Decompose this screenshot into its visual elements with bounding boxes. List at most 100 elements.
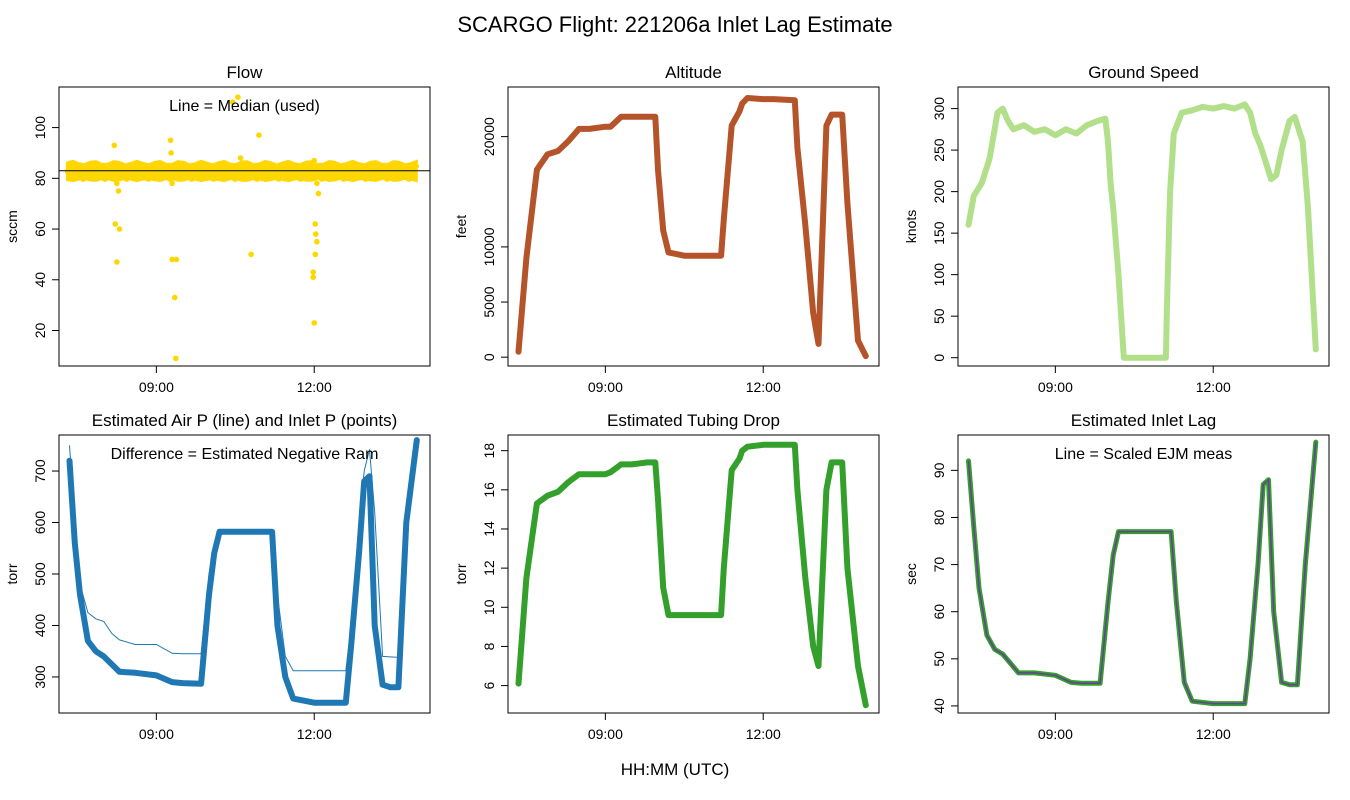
y-axis-label-flow: sccm [4,210,20,243]
inlet_lag-points [966,439,1319,707]
panel-annotation-flow: Line = Median (used) [169,98,320,115]
panel-title-flow: Flow [227,63,264,82]
flow-outlier-point [114,259,120,265]
x-tick-label: 12:00 [1196,379,1231,395]
y-tick-label: 40 [931,698,947,714]
panel-title-air_inlet_pressure: Estimated Air P (line) and Inlet P (poin… [92,411,398,430]
y-tick-label: 80 [931,509,947,525]
x-tick-label: 12:00 [746,726,781,742]
x-tick-label: 09:00 [139,726,174,742]
flow-outlier-point [169,256,175,263]
x-tick-label: 12:00 [1196,726,1231,742]
y-tick-label: 50 [931,651,947,667]
panel-title-ground_speed: Ground Speed [1088,63,1199,82]
x-axis-common-label: HH:MM (UTC) [620,760,730,779]
y-axis-label-air_inlet_pressure: torr [4,563,20,584]
y-tick-label: 20000 [481,117,497,156]
plot-area-inlet_lag [966,439,1319,707]
y-tick-label: 14 [481,521,497,537]
flow-outlier-point [171,294,178,301]
y-tick-label: 0 [481,353,497,361]
air-pressure-line [69,445,399,672]
x-tick-label: 12:00 [297,726,332,742]
y-tick-label: 10000 [481,227,497,266]
flow-outlier-point [311,157,318,164]
panel-altitude: Altitude 0 5000 10000 20000 feet 09:00 12:00 [453,63,880,395]
flow-outlier-point [256,132,262,138]
y-tick-label: 700 [32,459,48,483]
flow-point [259,170,264,176]
plot-area-flow [59,94,430,362]
flow-point [107,171,112,176]
panel-inlet_lag: Estimated Inlet Lag Line = Scaled EJM mea… [903,411,1330,742]
x-tick-label: 09:00 [588,726,623,742]
panel-flow: Flow Line = Median (used) 20 40 60 80 100 sccm 0… [4,63,431,395]
y-tick-label: 150 [931,221,947,245]
y-tick-label: 10 [481,599,497,615]
y-tick-label: 16 [481,482,497,498]
panel-tubing_drop: Estimated Tubing Drop 6 8 10 12 14 16 18 torr 09:… [453,411,880,742]
flow-outlier-point [312,221,319,227]
panel-frame-altitude [507,86,880,367]
flow-outlier-point [173,256,180,263]
panel-frame-tubing_drop [507,434,880,714]
flow-outlier-point [314,180,320,187]
flow-point [237,171,242,177]
y-tick-label: 300 [931,97,947,121]
flow-point [281,170,286,175]
x-tick-label: 09:00 [588,379,623,395]
y-axis-label-tubing_drop: torr [453,563,469,584]
y-tick-label: 18 [481,443,497,459]
panel-annotation-air_inlet_pressure: Difference = Estimated Negative Ram [111,446,379,463]
flow-point [411,170,417,176]
flow-outlier-point [173,355,179,362]
flow-outlier-point [313,231,319,237]
y-tick-label: 300 [32,665,48,689]
y-axis-label-inlet_lag: sec [903,563,919,585]
x-tick-label: 09:00 [1038,379,1073,395]
y-tick-label: 8 [481,642,497,650]
plot-area-tubing_drop [515,441,869,709]
x-tick-label: 12:00 [297,379,332,395]
flow-outlier-point [168,150,174,156]
y-tick-label: 80 [32,170,48,186]
flow-outlier-point [115,188,122,194]
y-tick-label: 50 [931,308,947,324]
flow-point [150,170,156,175]
y-tick-label: 200 [931,180,947,204]
x-tick-label: 09:00 [139,379,174,395]
inlet_lag-line [967,442,1317,705]
panel-ground_speed: Ground Speed 0 50 100 150 200 250 300 knots 09:00… [903,63,1330,395]
y-tick-label: 12 [481,560,497,576]
x-tick-label: 09:00 [1038,726,1073,742]
flow-point [367,171,373,177]
flow-point [129,170,134,176]
altitude-series-line [515,95,869,360]
y-tick-label: 60 [931,604,947,620]
y-tick-label: 60 [32,221,48,237]
y-tick-label: 20 [32,322,48,338]
flow-point [414,163,420,169]
panel-annotation-inlet_lag: Line = Scaled EJM meas [1055,446,1232,463]
flow-outlier-point [248,251,254,258]
y-tick-label: 40 [32,272,48,288]
tubing_drop-series-line [515,441,869,709]
panel-title-tubing_drop: Estimated Tubing Drop [607,411,780,430]
panel-frame-inlet_lag [957,434,1330,714]
flow-point [85,171,90,177]
plot-area-air_inlet_pressure [66,437,420,706]
flow-point [161,166,166,171]
flow-outlier-point [167,137,174,144]
panel-title-altitude: Altitude [665,63,722,82]
ground_speed-series-line [965,101,1319,361]
flow-outlier-point [310,274,316,281]
panel-frame-flow [58,86,431,367]
flow-outlier-point [237,155,244,161]
x-tick-label: 12:00 [746,379,781,395]
plot-area-altitude [515,95,869,360]
flow-outlier-point [114,180,120,187]
flow-outlier-point [235,94,241,100]
y-tick-label: 400 [32,614,48,638]
y-tick-label: 500 [32,562,48,586]
flow-point [389,171,395,176]
